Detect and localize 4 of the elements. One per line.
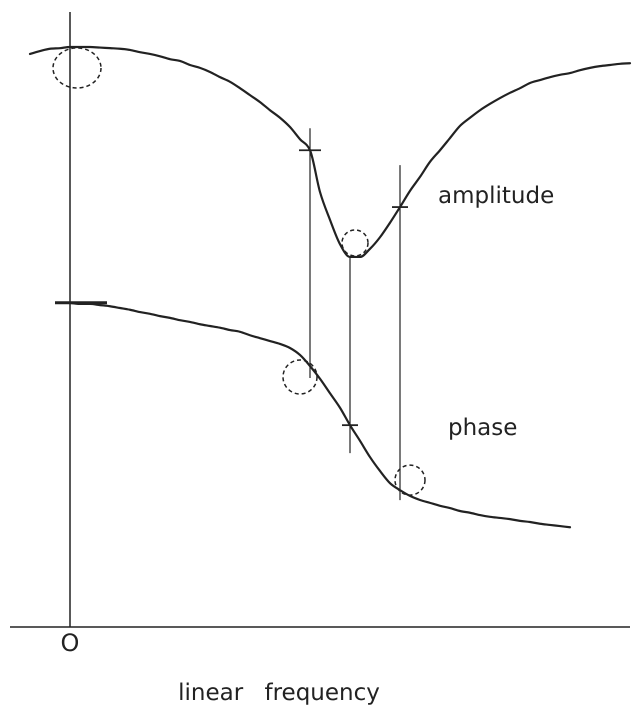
text: phase <box>448 415 518 442</box>
legend-label: amplitude <box>438 183 554 210</box>
x-axis-title: linear frequency <box>178 680 380 706</box>
text: O <box>60 629 80 657</box>
